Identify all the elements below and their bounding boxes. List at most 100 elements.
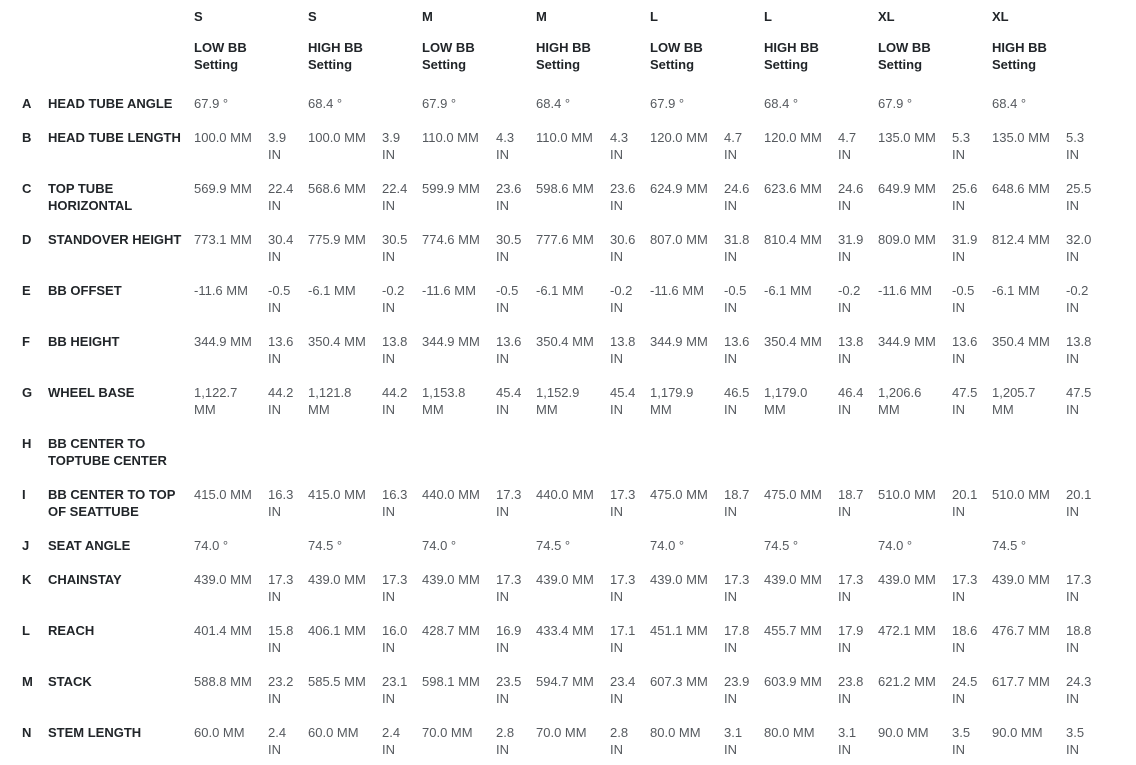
row-label: STEM LENGTH: [48, 725, 142, 740]
value-in-cell: -0.2 IN: [838, 283, 861, 315]
value-mm-cell: 1,122.7 MM: [194, 385, 238, 417]
value-mm-cell: 1,153.8 MM: [422, 385, 466, 417]
table-row: A HEAD TUBE ANGLE 67.9 ° 68.4 ° 67.9 ° 68.4 °…: [22, 95, 1106, 129]
value-in-cell: 30.4 IN: [268, 232, 294, 264]
value-in-cell: 31.9 IN: [838, 232, 864, 264]
value-in-cell: 15.8 IN: [268, 623, 294, 655]
value-mm-cell: [422, 435, 496, 486]
value-in-cell: [952, 95, 992, 129]
column-size-header: XL: [878, 8, 992, 39]
value-in-cell: 31.9 IN: [952, 232, 978, 264]
value-mm-cell: [194, 435, 268, 486]
value-mm-cell: [536, 435, 610, 486]
value-mm-cell: 1,179.9 MM: [650, 385, 694, 417]
value-mm-cell: 67.9 °: [422, 96, 457, 111]
geometry-table: S S M M L L XL XL LOW BB Setting HIGH BB Setting LO…: [22, 8, 1106, 765]
value-mm-cell: 1,205.7 MM: [992, 385, 1036, 417]
bb-setting-label: LOW BB: [650, 40, 703, 55]
value-mm-cell: 344.9 MM: [878, 334, 936, 349]
value-in-cell: 18.7 IN: [724, 487, 750, 519]
value-in-cell: 13.6 IN: [268, 334, 294, 366]
bb-setting-label: LOW BB: [878, 40, 931, 55]
value-in-cell: [610, 537, 650, 571]
value-mm-cell: 568.6 MM: [308, 181, 366, 196]
row-letter: D: [22, 232, 32, 247]
value-in-cell: 3.5 IN: [952, 725, 971, 757]
value-mm-cell: 624.9 MM: [650, 181, 708, 196]
value-mm-cell: 67.9 °: [650, 96, 685, 111]
value-mm-cell: 401.4 MM: [194, 623, 252, 638]
bb-setting-label: HIGH BB: [308, 40, 363, 55]
value-mm-cell: 74.5 °: [536, 538, 571, 553]
value-mm-cell: -6.1 MM: [992, 283, 1040, 298]
value-mm-cell: 648.6 MM: [992, 181, 1050, 196]
row-letter: M: [22, 674, 33, 689]
value-in-cell: 47.5 IN: [952, 385, 978, 417]
setting-header-row: LOW BB Setting HIGH BB Setting LOW BB Setting…: [22, 39, 1106, 95]
value-in-cell: 32.0 IN: [1066, 232, 1092, 264]
value-mm-cell: 598.1 MM: [422, 674, 480, 689]
setting-word-label: Setting: [650, 57, 695, 72]
column-setting-header: HIGH BB Setting: [764, 39, 878, 95]
table-body: A HEAD TUBE ANGLE 67.9 ° 68.4 ° 67.9 ° 68.4 °…: [22, 95, 1106, 765]
value-mm-cell: 810.4 MM: [764, 232, 822, 247]
value-mm-cell: 439.0 MM: [422, 572, 480, 587]
value-mm-cell: 510.0 MM: [878, 487, 936, 502]
value-in-cell: 3.1 IN: [838, 725, 857, 757]
value-mm-cell: 110.0 MM: [536, 130, 593, 145]
setting-word-label: Setting: [764, 57, 809, 72]
value-mm-cell: 439.0 MM: [992, 572, 1050, 587]
value-in-cell: 44.2 IN: [382, 385, 408, 417]
value-in-cell: 23.5 IN: [496, 674, 522, 706]
value-mm-cell: 809.0 MM: [878, 232, 936, 247]
setting-word-label: Setting: [308, 57, 353, 72]
value-mm-cell: 812.4 MM: [992, 232, 1050, 247]
value-in-cell: 17.3 IN: [952, 572, 978, 604]
value-mm-cell: 451.1 MM: [650, 623, 708, 638]
value-mm-cell: 440.0 MM: [536, 487, 594, 502]
value-in-cell: [1066, 95, 1106, 129]
corner-letter-cell: [22, 39, 48, 95]
column-size-header: XL: [992, 8, 1106, 39]
value-mm-cell: 74.0 °: [650, 538, 685, 553]
value-mm-cell: 60.0 MM: [308, 725, 359, 740]
value-mm-cell: 777.6 MM: [536, 232, 594, 247]
value-in-cell: 3.1 IN: [724, 725, 743, 757]
value-in-cell: [268, 435, 308, 486]
table-row: D STANDOVER HEIGHT 773.1 MM 30.4 IN 775.9 MM…: [22, 231, 1106, 282]
value-in-cell: [610, 95, 650, 129]
value-mm-cell: 60.0 MM: [194, 725, 245, 740]
value-in-cell: -0.5 IN: [268, 283, 291, 315]
value-mm-cell: 1,121.8 MM: [308, 385, 352, 417]
value-in-cell: 18.7 IN: [838, 487, 864, 519]
table-row: G WHEEL BASE 1,122.7 MM 44.2 IN 1,121.8 MM 44…: [22, 384, 1106, 435]
value-in-cell: 2.8 IN: [610, 725, 629, 757]
value-in-cell: -0.2 IN: [1066, 283, 1089, 315]
value-in-cell: 17.8 IN: [724, 623, 750, 655]
value-mm-cell: -11.6 MM: [878, 283, 932, 298]
row-letter: I: [22, 487, 26, 502]
row-label: SEAT ANGLE: [48, 538, 131, 553]
column-setting-header: HIGH BB Setting: [992, 39, 1106, 95]
value-in-cell: 5.3 IN: [1066, 130, 1085, 162]
value-mm-cell: [878, 435, 952, 486]
value-mm-cell: 74.0 °: [194, 538, 229, 553]
value-mm-cell: 68.4 °: [992, 96, 1027, 111]
value-mm-cell: 344.9 MM: [422, 334, 480, 349]
value-mm-cell: -6.1 MM: [308, 283, 356, 298]
value-in-cell: 13.8 IN: [1066, 334, 1092, 366]
value-mm-cell: 350.4 MM: [764, 334, 822, 349]
row-label: HEAD TUBE ANGLE: [48, 96, 173, 111]
value-in-cell: [724, 95, 764, 129]
bb-setting-label: HIGH BB: [992, 40, 1047, 55]
value-in-cell: 17.3 IN: [1066, 572, 1092, 604]
value-mm-cell: 440.0 MM: [422, 487, 480, 502]
table-row: I BB CENTER TO TOP OF SEATTUBE 415.0 MM 16.…: [22, 486, 1106, 537]
bb-setting-label: LOW BB: [194, 40, 247, 55]
value-in-cell: 5.3 IN: [952, 130, 971, 162]
column-size-header: S: [308, 8, 422, 39]
value-mm-cell: 439.0 MM: [764, 572, 822, 587]
value-in-cell: 2.8 IN: [496, 725, 515, 757]
value-in-cell: [496, 95, 536, 129]
